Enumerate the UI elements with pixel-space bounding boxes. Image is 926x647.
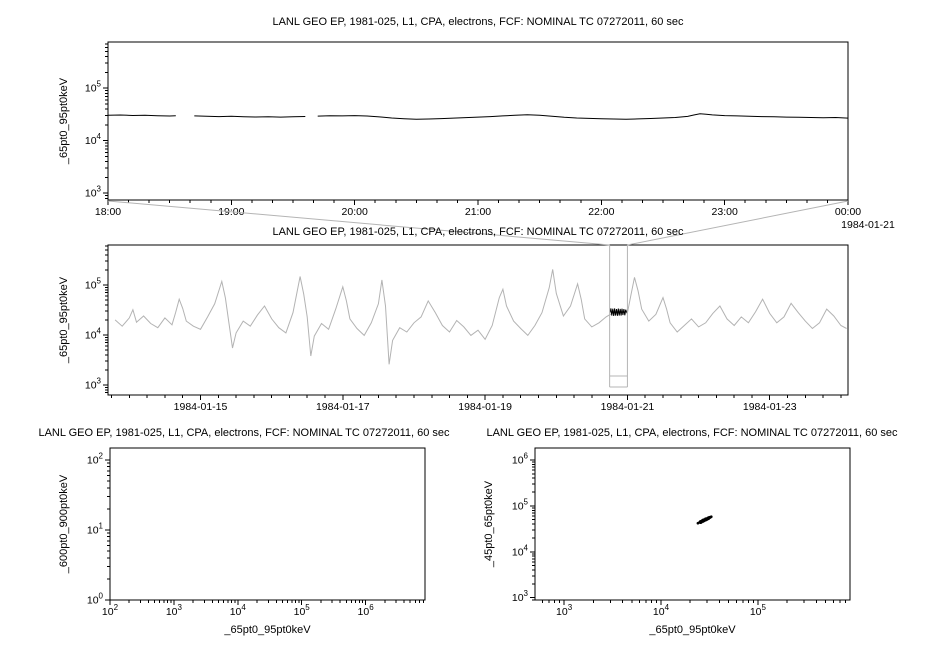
- svg-text:100: 100: [87, 592, 104, 607]
- svg-text:105: 105: [512, 497, 529, 512]
- svg-text:18:00: 18:00: [95, 206, 121, 218]
- panel2-title: LANL GEO EP, 1981-025, L1, CPA, electron…: [272, 226, 684, 238]
- svg-text:1984-01-17: 1984-01-17: [316, 401, 370, 413]
- panel-3-plot[interactable]: 100 101 102 102 103 104 105 106: [87, 447, 426, 618]
- panel1-ylabel: _65pt0_95pt0keV: [58, 77, 70, 165]
- panel3-ylabel: _600pt0_900pt0keV: [58, 474, 70, 574]
- svg-text:104: 104: [85, 327, 102, 342]
- plot-border: [107, 244, 849, 396]
- svg-text:103: 103: [85, 377, 102, 392]
- svg-text:106: 106: [512, 451, 529, 466]
- svg-text:21:00: 21:00: [465, 206, 491, 218]
- svg-text:1984-01-15: 1984-01-15: [174, 401, 228, 413]
- series-flux-65-95keV: [108, 113, 848, 120]
- svg-text:103: 103: [166, 603, 183, 618]
- svg-text:00:00: 00:00: [835, 206, 861, 218]
- svg-text:105: 105: [294, 603, 311, 618]
- svg-text:103: 103: [556, 603, 573, 618]
- panel4-title: LANL GEO EP, 1981-025, L1, CPA, electron…: [486, 427, 898, 439]
- svg-text:104: 104: [230, 603, 247, 618]
- svg-text:20:00: 20:00: [342, 206, 368, 218]
- svg-text:104: 104: [512, 543, 529, 558]
- panel3-xlabel: _65pt0_95pt0keV: [224, 624, 311, 636]
- panel1-title: LANL GEO EP, 1981-025, L1, CPA, electron…: [272, 16, 684, 28]
- series-selection-highlight: [609, 308, 628, 317]
- svg-text:105: 105: [85, 80, 102, 95]
- scatter-dot: [705, 517, 709, 521]
- panel-3-axes: 100 101 102 102 103 104 105 106: [87, 451, 424, 618]
- svg-text:104: 104: [85, 132, 102, 147]
- series-overview-flux: [114, 269, 847, 365]
- svg-text:1984-01-19: 1984-01-19: [458, 401, 512, 413]
- svg-text:1984-01-23: 1984-01-23: [743, 401, 797, 413]
- scatter-dot: [703, 518, 707, 522]
- svg-text:103: 103: [85, 185, 102, 200]
- panel-4-plot[interactable]: 103 104 105 106 103 104 105: [512, 447, 851, 618]
- svg-text:105: 105: [750, 603, 767, 618]
- zoom-selection-box[interactable]: [107, 200, 849, 388]
- panel2-ylabel: _65pt0_95pt0keV: [58, 276, 70, 364]
- plot-border: [534, 447, 851, 601]
- svg-text:22:00: 22:00: [588, 206, 614, 218]
- svg-text:105: 105: [85, 277, 102, 292]
- panel4-xlabel: _65pt0_95pt0keV: [649, 624, 736, 636]
- svg-text:102: 102: [102, 603, 119, 618]
- scatter-dot: [701, 519, 704, 523]
- scatter-dot: [699, 521, 702, 524]
- svg-text:103: 103: [512, 589, 529, 604]
- svg-text:102: 102: [87, 451, 104, 466]
- panel1-context-date: 1984-01-21: [841, 219, 895, 231]
- svg-text:104: 104: [653, 603, 670, 618]
- panel-1-axes: 10310410518:0019:0020:0021:0022:0023:000…: [85, 43, 861, 218]
- panel-2-axes: 103 104 105 1984-01-15 1984-01-17 1984-01-19 1…: [85, 245, 842, 413]
- panel-4-axes: 103 104 105 106 103 104 105: [512, 451, 846, 618]
- plot-border: [109, 447, 426, 601]
- svg-text:106: 106: [358, 603, 375, 618]
- panel-2-plot[interactable]: 103 104 105 1984-01-15 1984-01-17 1984-01-19 1…: [85, 244, 849, 413]
- panel-1-plot[interactable]: 10310410518:0019:0020:0021:0022:0023:000…: [85, 41, 861, 218]
- panel3-title: LANL GEO EP, 1981-025, L1, CPA, electron…: [38, 427, 450, 439]
- svg-text:101: 101: [87, 521, 104, 536]
- svg-text:23:00: 23:00: [712, 206, 738, 218]
- panel4-ylabel: _45pt0_65pt0keV: [483, 480, 495, 568]
- scatter-dot: [709, 515, 712, 519]
- plot-border: [107, 41, 849, 201]
- svg-text:1984-01-21: 1984-01-21: [601, 401, 655, 413]
